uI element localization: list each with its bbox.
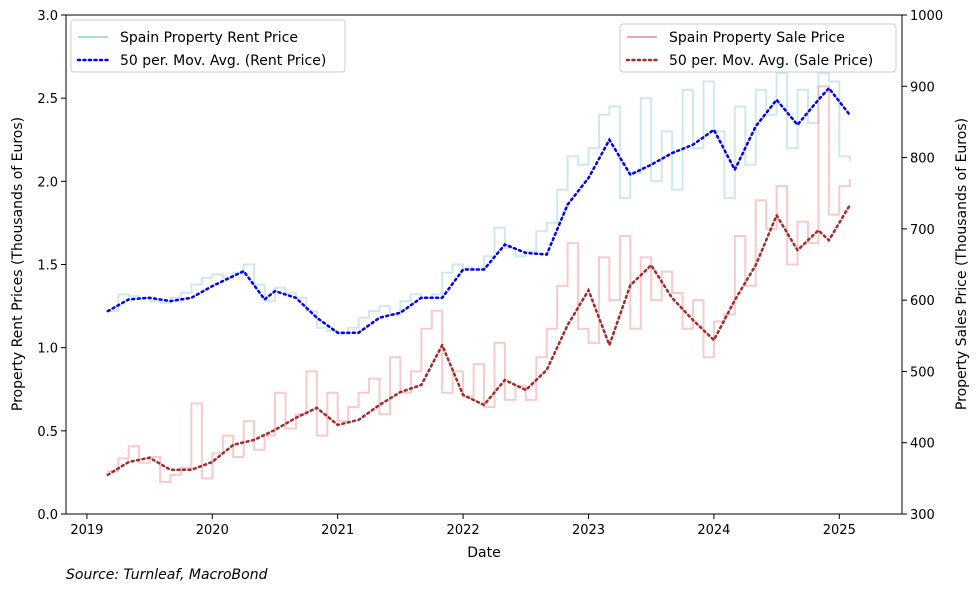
series-line-2 xyxy=(107,85,851,483)
series-layer xyxy=(106,72,851,483)
x-tick-label: 2024 xyxy=(697,523,730,538)
legend-right: Spain Property Sale Price 50 per. Mov. A… xyxy=(619,23,897,73)
x-tick-label: 2020 xyxy=(196,523,229,538)
y-right-tick-label: 800 xyxy=(910,152,935,167)
y-left-tick-label: 2.5 xyxy=(37,92,58,107)
y-left-tick-label: 0.0 xyxy=(37,508,58,523)
y-left-tick-label: 1.5 xyxy=(37,259,58,274)
legend-label-sale: Spain Property Sale Price xyxy=(669,30,845,46)
legend-label-sale-ma: 50 per. Mov. Avg. (Sale Price) xyxy=(669,53,873,69)
y-right-tick-label: 300 xyxy=(910,508,935,523)
y-axis-left-label: Property Rent Prices (Thousands of Euros… xyxy=(10,117,26,411)
source-note: Source: Turnleaf, MacroBond xyxy=(66,567,268,583)
x-tick-label: 2019 xyxy=(70,523,103,538)
x-axis-label: Date xyxy=(467,545,500,561)
y-right-tick-label: 700 xyxy=(910,223,935,238)
y-left-tick-label: 3.0 xyxy=(37,9,58,24)
y-axis-right-label: Property Sales Price (Thousands of Euros… xyxy=(954,118,970,410)
x-tick-label: 2023 xyxy=(572,523,605,538)
legend-label-rent: Spain Property Rent Price xyxy=(120,30,298,46)
x-tick-label: 2025 xyxy=(823,523,856,538)
x-tick-label: 2021 xyxy=(321,523,354,538)
y-right-tick-label: 1000 xyxy=(910,9,943,24)
y-right-tick-label: 900 xyxy=(910,80,935,95)
series-line-1 xyxy=(106,86,851,334)
legend-left: Spain Property Rent Price 50 per. Mov. A… xyxy=(70,19,346,73)
y-left-tick-label: 1.0 xyxy=(37,342,58,357)
axes-layer: 2019 2020 2021 2022 2023 2024 2025 0.0 0.5 1.0 1.5… xyxy=(37,9,943,538)
y-right-tick-label: 500 xyxy=(910,365,935,380)
x-tick-label: 2022 xyxy=(447,523,480,538)
legend-label-rent-ma: 50 per. Mov. Avg. (Rent Price) xyxy=(120,53,326,69)
y-left-tick-label: 2.0 xyxy=(37,175,58,190)
series-line-3 xyxy=(106,204,851,477)
y-right-tick-label: 400 xyxy=(910,437,935,452)
y-left-tick-label: 0.5 xyxy=(37,425,58,440)
y-right-tick-label: 600 xyxy=(910,294,935,309)
